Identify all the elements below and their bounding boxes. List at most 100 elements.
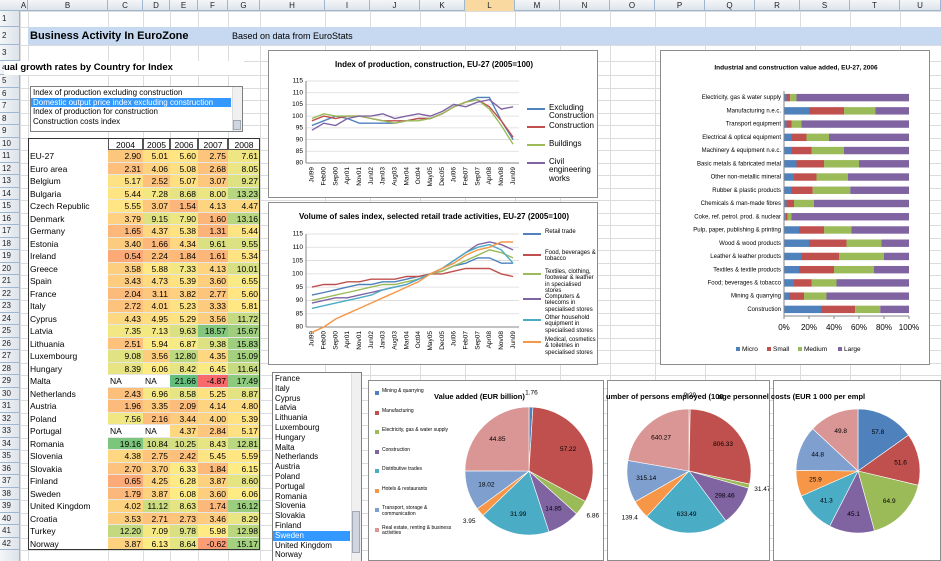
column-header: L [465,0,515,11]
column-header: I [325,0,370,11]
legend-label: Transport, storage & communication [382,505,428,517]
listbox-item[interactable]: Slovenia [275,501,306,511]
value-cell: 1.61 [198,250,228,263]
bar-segment [784,239,809,247]
bar-segment [821,305,856,314]
bar-segment [826,292,909,300]
legend-item: Distributive trades [375,466,459,485]
bar-segment [801,252,839,261]
value-cell: 2.70 [108,462,143,475]
row-header: 30 [0,388,20,400]
listbox-item[interactable]: Finland [275,521,302,530]
row-header: 29 [0,375,20,388]
listbox-item[interactable]: Portugal [275,481,305,491]
value-cell: 2.90 [108,150,143,163]
value-cell: 11.64 [228,362,260,375]
listbox-item[interactable]: Poland [275,472,300,481]
value-cell: 7.33 [170,262,198,275]
value-cell: 12.98 [228,525,260,538]
x-tick-label: Feb07 [462,167,469,186]
bar-segment [784,93,787,102]
listbox-item[interactable]: Cyprus [275,393,301,403]
legend-label: Electricity, gas & water supply [382,427,449,433]
listbox-item[interactable]: Malta [275,442,295,452]
listbox-item[interactable]: Construction costs index [33,116,121,126]
legend-label: Manufacturing [382,407,414,414]
row-header: 24 [0,313,20,325]
pie-slice [857,434,921,486]
listbox-item[interactable]: Netherlands [275,452,319,462]
bar-segment [791,186,813,194]
cell-gridline [610,11,611,561]
listbox-item[interactable]: Italy [275,383,290,393]
bar-segment [791,213,909,221]
column-header: C [108,0,143,11]
bar-segment [874,265,909,274]
listbox-item[interactable]: Norway [275,550,303,560]
listbox-item[interactable]: Index of production excluding constructi… [33,88,183,97]
row-header: 3 [0,45,20,61]
category-label: Machinery & equipment n.e.c. [702,148,782,154]
x-tick-label: Nov08 [498,167,505,186]
country-cell: Austria [29,400,108,413]
bar-segment [785,213,788,221]
listbox-item[interactable]: Domestic output price index excluding co… [31,97,231,108]
listbox-item[interactable]: Latvia [275,403,297,413]
x-tick-label: 60% [851,323,867,332]
bar-segment [850,186,909,194]
value-cell: 3.33 [198,300,228,313]
value-cell: 6.45 [198,362,228,375]
x-tick-label: Mar04 [403,331,410,350]
legend-swatch [736,347,740,351]
country-cell: Finland [29,475,108,488]
legend-item: Other household equipment in specialised… [523,315,597,345]
category-label: Food; beverages & tobacco [708,280,782,286]
listbox-item[interactable]: United Kingdom [275,540,332,550]
column-header: N [560,0,610,11]
table-header-cell: 2006 [170,137,198,150]
listbox-item[interactable]: Sweden [273,530,350,541]
listbox-item[interactable]: Romania [275,491,308,501]
x-tick-label: Jul06 [451,331,458,347]
value-cell: 11.12 [143,500,170,513]
x-tick-label: Sep00 [332,167,339,186]
value-cell: 3.44 [170,412,198,425]
title-band [28,27,941,45]
legend-item: Textiles, clothing, footwear & leather i… [523,269,597,299]
bar-segment [880,305,909,314]
category-label: Coke, ref. petrol. prod. & nuclear [694,214,781,220]
value-cell: 2.72 [108,300,143,313]
x-tick-label: Oct04 [415,331,422,349]
listbox-item[interactable]: France [275,374,300,383]
series-line [311,257,514,296]
chart-canvas: Industrial and construction value added,… [693,65,919,354]
listbox-item[interactable]: Lithuania [275,413,308,423]
value-cell: NA [143,375,170,388]
listbox-item[interactable]: Index of production for construction [33,107,158,117]
bar-segment [786,120,792,128]
column-header: G [228,0,260,11]
listbox-item[interactable]: Hungary [275,432,306,442]
value-cell: 5.29 [170,312,198,325]
country-cell: Malta [29,375,108,388]
bar-segment [881,239,909,247]
x-tick-label: May05 [427,331,434,351]
listbox-item[interactable]: Austria [275,462,300,472]
value-cell: 1.65 [108,225,143,238]
pie-chart: 57.8 51.6 64.9 45.1 41.3 25.9 44.8 49.8 [773,380,941,561]
legend-item: Buildings [527,139,597,170]
bar-segment [836,279,909,287]
sheet-source: Based on data from EuroStats [232,31,353,41]
value-cell: 5.44 [228,225,260,238]
value-cell: 4.25 [143,475,170,488]
value-cell: 9.78 [170,525,198,538]
listbox-item[interactable]: Slovakia [275,511,306,521]
legend-swatch [523,319,541,321]
pie-slice [482,470,550,536]
bar-segment [784,120,787,128]
country-cell: Luxembourg [29,350,108,363]
bar-segment [796,160,824,168]
x-tick-label: Jun09 [510,331,517,349]
value-cell: 5.38 [170,225,198,238]
listbox-item[interactable]: Luxembourg [275,423,320,432]
